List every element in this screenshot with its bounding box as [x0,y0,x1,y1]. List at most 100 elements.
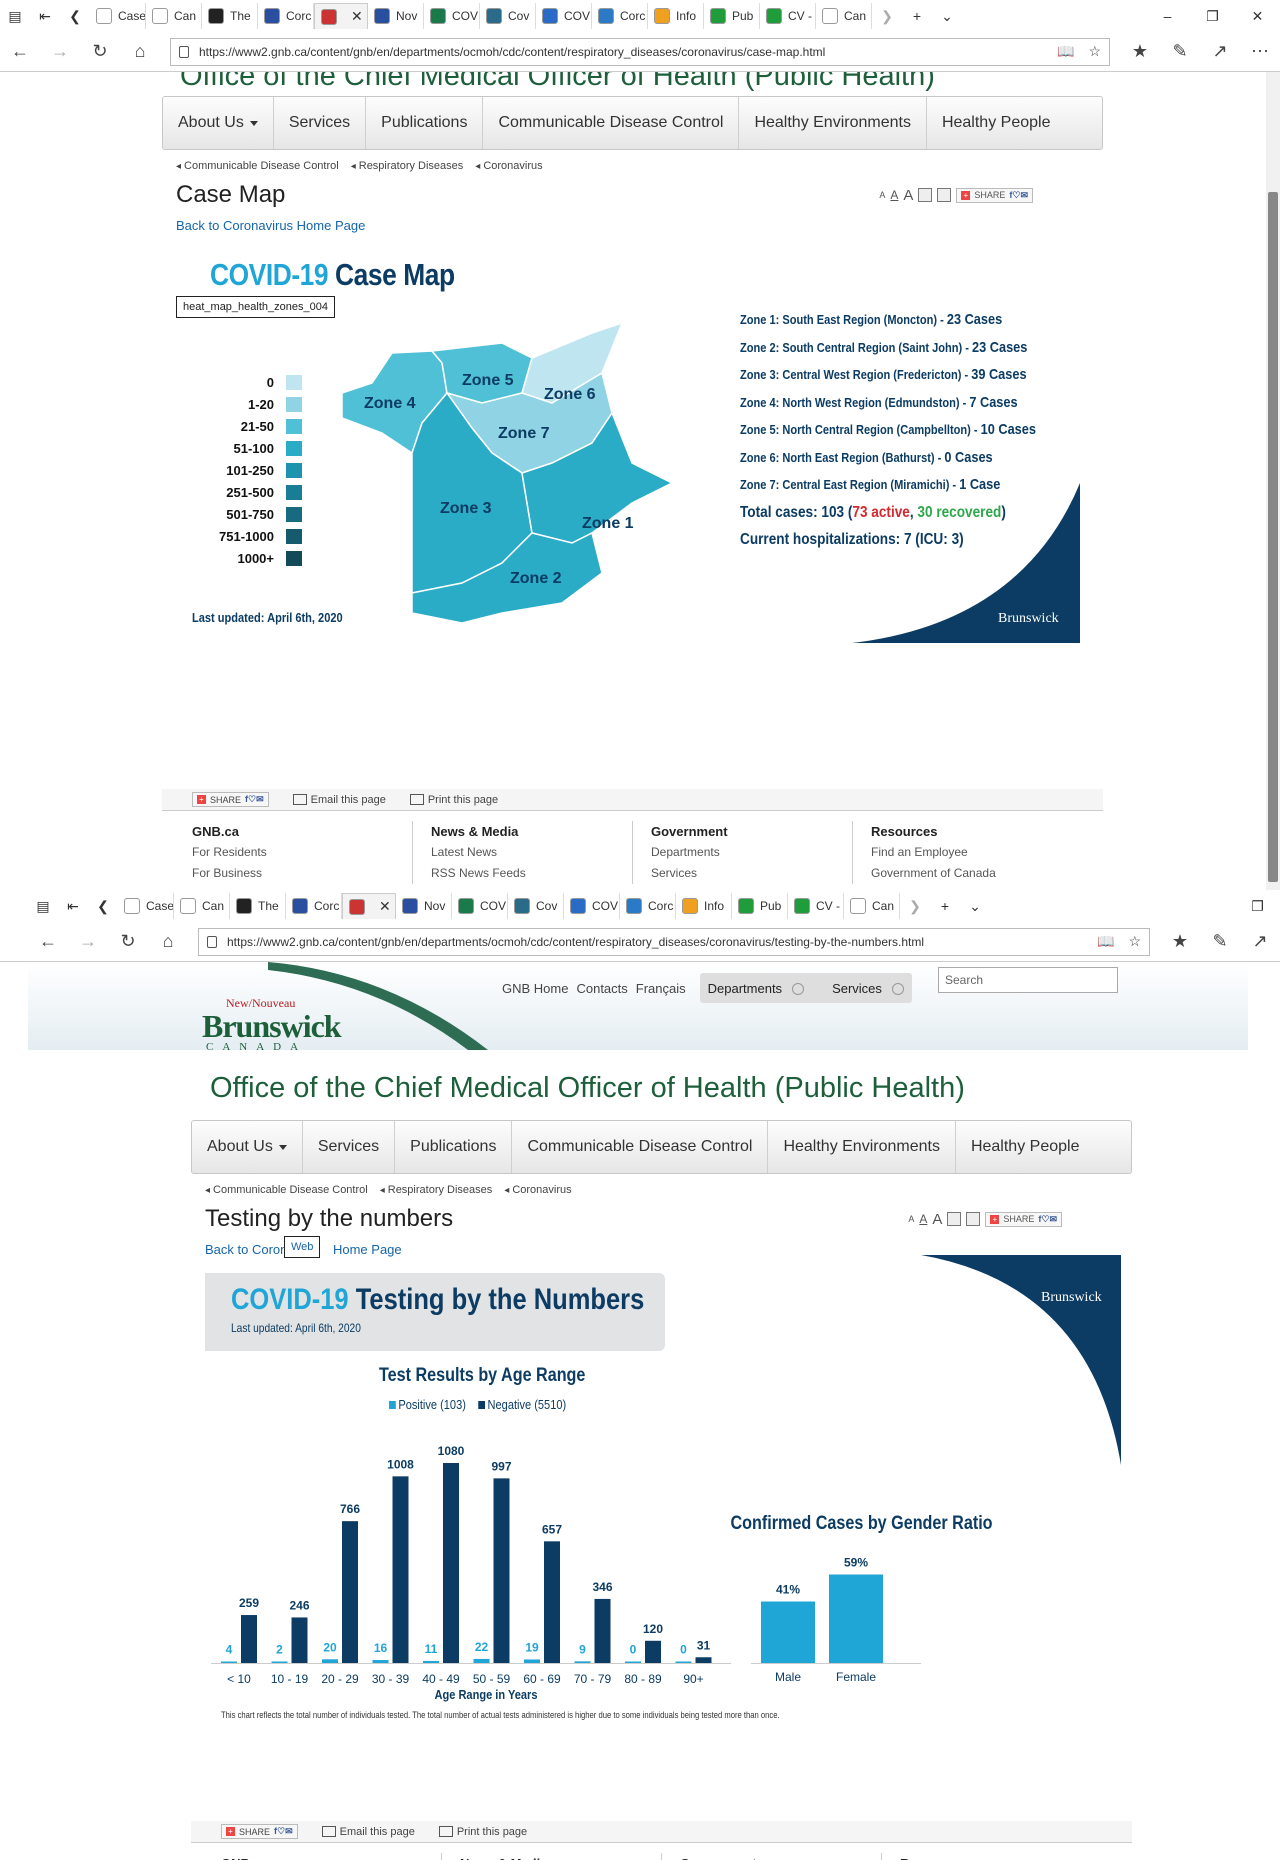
tab-actions-icon[interactable]: ▤ [36,897,50,914]
reading-view-icon[interactable]: 📖 [1057,43,1075,59]
pen-icon[interactable]: ✎ [1172,41,1188,61]
browser-tab[interactable]: COV [452,893,508,919]
breadcrumb-link[interactable]: Coronavirus [475,160,542,172]
footer-link[interactable]: Government of Canada [871,866,996,880]
tab-actions-icon[interactable]: ▤ [8,7,22,24]
browser-tab[interactable]: Case [118,893,174,919]
text-small-button[interactable]: A [879,190,886,200]
text-medium-button[interactable]: A [919,1212,928,1226]
email-page-link[interactable]: Email this page [292,794,386,806]
browser-tab[interactable]: Cov [480,3,536,29]
menu-item[interactable]: Healthy Environments [768,1121,956,1173]
forward-arrow-icon[interactable]: → [51,41,69,61]
back-arrow-icon[interactable]: ← [11,41,29,61]
browser-tab[interactable]: Pub [704,3,760,29]
tab-list-chevron-icon[interactable]: ⌄ [969,897,981,914]
breadcrumb-link[interactable]: Respiratory Diseases [380,1184,493,1196]
browser-tab[interactable]: Can [174,893,230,919]
set-aside-tabs-icon[interactable]: ⇤ [67,897,79,914]
menu-item[interactable]: Services [303,1121,396,1173]
favorites-icon[interactable]: ★ [1171,931,1189,951]
print-icon[interactable] [937,188,952,202]
set-aside-tabs-icon[interactable]: ⇤ [39,7,51,24]
gnb-logo[interactable]: New/Nouveau Brunswick CANADA [202,996,342,1053]
print-page-link[interactable]: Print this page [409,794,498,806]
menu-item[interactable]: About Us [192,1121,303,1173]
browser-tab[interactable]: COV [424,3,480,29]
browser-tab[interactable]: Corc [620,893,676,919]
browser-tab[interactable]: Info [648,3,704,29]
departments-dropdown[interactable]: Departments [708,981,805,996]
browser-tab[interactable]: Can [844,893,900,919]
scroll-tabs-right-icon[interactable]: ❯ [909,897,921,914]
page-scrollbar[interactable] [1266,72,1280,890]
text-medium-button[interactable]: A [890,188,899,202]
menu-item[interactable]: Healthy People [927,97,1066,149]
menu-item[interactable]: Healthy Environments [739,97,927,149]
browser-tab[interactable]: CV - [760,3,816,29]
scroll-thumb[interactable] [1268,192,1278,882]
menu-item[interactable]: Communicable Disease Control [512,1121,769,1173]
footer-link[interactable]: For Residents [192,845,267,859]
browser-tab[interactable]: COV [564,893,620,919]
contacts-link[interactable]: Contacts [576,980,628,996]
refresh-icon[interactable]: ↻ [120,931,136,951]
share-button[interactable]: + SHARE f♡✉ [985,1211,1062,1227]
browser-tab[interactable]: Can [816,3,872,29]
new-tab-icon[interactable]: + [912,8,922,24]
forward-arrow-icon[interactable]: → [79,931,97,951]
breadcrumb-link[interactable]: Communicable Disease Control [205,1184,368,1196]
services-dropdown[interactable]: Services [832,981,904,996]
reading-view-icon[interactable]: 📖 [1097,933,1115,949]
new-tab-icon[interactable]: + [940,898,950,914]
menu-item[interactable]: About Us [163,97,274,149]
refresh-icon[interactable]: ↻ [92,41,108,61]
footer-link[interactable]: RSS News Feeds [431,866,526,880]
text-large-button[interactable]: A [932,1210,943,1228]
browser-tab[interactable]: Nov [396,893,452,919]
browser-tab[interactable]: Corc [258,3,314,29]
restore-icon[interactable]: ❐ [1206,7,1219,24]
menu-item[interactable]: Publications [366,97,484,149]
close-tab-icon[interactable]: ✕ [379,898,391,914]
browser-tab[interactable]: Corc [286,893,342,919]
breadcrumb-link[interactable]: Respiratory Diseases [351,160,464,172]
tab-list-chevron-icon[interactable]: ⌄ [941,7,953,24]
browser-tab[interactable]: Pub [732,893,788,919]
browser-tab[interactable]: The [202,3,258,29]
scroll-tabs-left-icon[interactable]: ❮ [97,897,109,914]
francais-link[interactable]: Français [635,980,686,996]
more-icon[interactable]: ⋯ [1251,41,1269,61]
close-tab-icon[interactable]: ✕ [351,8,363,24]
gnb-home-link[interactable]: GNB Home [502,980,569,996]
breadcrumb-link[interactable]: Communicable Disease Control [176,160,339,172]
back-to-home-link[interactable]: Back to Coronavirus Home Page [176,218,366,233]
email-page-link[interactable]: Email this page [321,1826,415,1838]
pen-icon[interactable]: ✎ [1212,931,1228,951]
browser-tab[interactable]: COV [536,3,592,29]
minimize-icon[interactable]: – [1163,7,1172,24]
browser-tab[interactable]: ✕ [314,3,368,29]
favorites-icon[interactable]: ★ [1131,41,1149,61]
menu-item[interactable]: Communicable Disease Control [483,97,740,149]
browser-tab[interactable]: The [230,893,286,919]
scroll-tabs-left-icon[interactable]: ❮ [69,7,81,24]
share-icon[interactable]: ↗ [1212,41,1228,61]
search-input[interactable]: Search [938,967,1118,993]
favorite-star-icon[interactable]: ☆ [1088,43,1101,59]
menu-item[interactable]: Healthy People [956,1121,1095,1173]
share-button-bottom[interactable]: + SHARE f♡✉ [221,1824,298,1839]
text-small-button[interactable]: A [908,1214,915,1224]
browser-tab[interactable]: Corc [592,3,648,29]
browser-tab[interactable]: Nov [368,3,424,29]
footer-link[interactable]: Services [651,866,698,880]
browser-tab[interactable]: CV - [788,893,844,919]
menu-item[interactable]: Publications [395,1121,513,1173]
share-button-bottom[interactable]: + SHARE f♡✉ [192,792,269,807]
menu-item[interactable]: Services [274,97,367,149]
browser-tab[interactable]: Can [146,3,202,29]
browser-tab[interactable]: Info [676,893,732,919]
url-field[interactable]: https://www2.gnb.ca/content/gnb/en/depar… [170,37,1110,66]
browser-tab[interactable]: Case [90,3,146,29]
footer-link[interactable]: Find an Employee [871,845,968,859]
